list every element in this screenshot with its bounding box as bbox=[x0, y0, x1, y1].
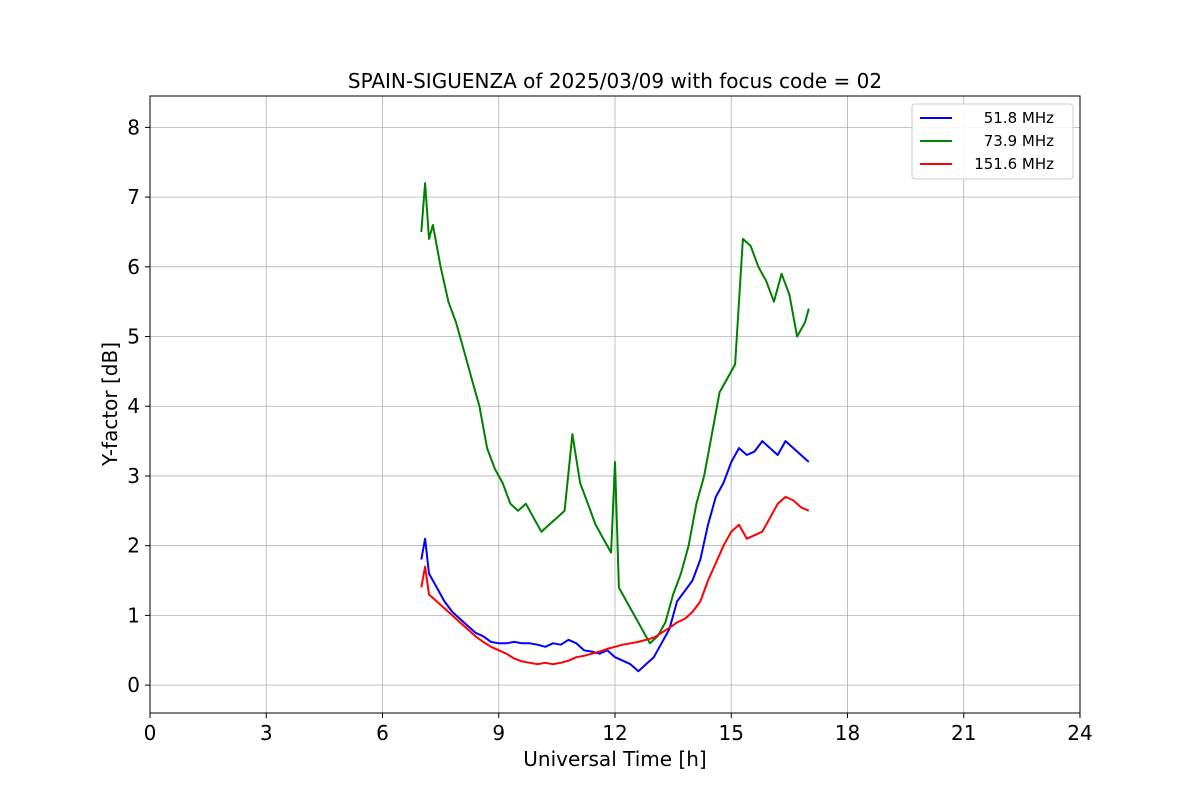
series-line-0 bbox=[420, 440, 810, 673]
x-tick-label: 15 bbox=[719, 721, 744, 745]
y-tick-label: 3 bbox=[127, 464, 140, 488]
y-tick-label: 5 bbox=[127, 325, 140, 349]
y-tick-label: 4 bbox=[127, 394, 140, 418]
x-tick-label: 12 bbox=[602, 721, 627, 745]
x-tick-label: 24 bbox=[1067, 721, 1092, 745]
x-tick-label: 18 bbox=[835, 721, 860, 745]
x-axis-ticks: 0 3 6 9 12 15 18 21 24 bbox=[144, 713, 1093, 745]
series-line-1 bbox=[420, 182, 810, 645]
y-tick-label: 7 bbox=[127, 185, 140, 209]
y-tick-label: 0 bbox=[127, 673, 140, 697]
y-tick-label: 1 bbox=[127, 603, 140, 627]
y-tick-label: 2 bbox=[127, 534, 140, 558]
legend-label: 151.6 MHz bbox=[974, 155, 1054, 173]
y-axis-ticks: 0 1 2 3 4 5 6 7 8 bbox=[127, 115, 150, 697]
y-axis-label: Y-factor [dB] bbox=[98, 342, 122, 467]
x-tick-label: 9 bbox=[492, 721, 505, 745]
legend: 51.8 MHz 73.9 MHz 151.6 MHz bbox=[911, 103, 1074, 180]
legend-label: 51.8 MHz bbox=[984, 109, 1054, 127]
y-tick-label: 8 bbox=[127, 115, 140, 139]
series-line-2 bbox=[420, 495, 810, 666]
series-layer bbox=[420, 182, 810, 673]
x-tick-label: 0 bbox=[144, 721, 157, 745]
x-tick-label: 21 bbox=[951, 721, 976, 745]
x-tick-label: 3 bbox=[260, 721, 273, 745]
y-tick-label: 6 bbox=[127, 255, 140, 279]
x-tick-label: 6 bbox=[376, 721, 389, 745]
plot-frame bbox=[149, 95, 1081, 714]
x-axis-label: Universal Time [h] bbox=[523, 747, 706, 771]
legend-label: 73.9 MHz bbox=[984, 132, 1054, 150]
chart-title: SPAIN-SIGUENZA of 2025/03/09 with focus … bbox=[348, 69, 882, 93]
legend-box bbox=[911, 103, 1074, 180]
